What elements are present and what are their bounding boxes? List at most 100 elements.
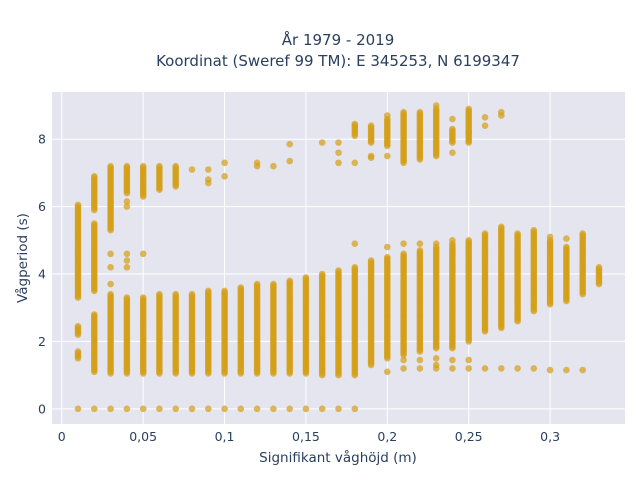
data-point	[205, 405, 212, 413]
x-tick-label: 0,05	[129, 429, 157, 444]
data-point	[384, 152, 391, 160]
data-point	[188, 405, 196, 413]
data-point	[449, 115, 456, 123]
data-point	[286, 157, 294, 165]
data-point	[432, 102, 440, 109]
data-point	[318, 270, 326, 278]
data-point	[253, 159, 261, 167]
data-point	[74, 323, 82, 330]
data-point	[123, 264, 131, 271]
data-point	[91, 311, 98, 318]
data-point	[367, 154, 375, 161]
data-point	[384, 243, 391, 251]
data-point	[221, 405, 228, 413]
data-point	[449, 356, 456, 364]
data-point	[156, 405, 163, 413]
data-point	[335, 159, 342, 167]
data-point	[74, 201, 82, 209]
data-point	[270, 405, 277, 413]
x-tick-label: 0,1	[215, 429, 235, 444]
data-point	[335, 267, 342, 274]
data-point	[156, 162, 163, 170]
data-point	[465, 129, 473, 136]
data-point	[286, 140, 294, 148]
data-point	[335, 139, 342, 146]
data-point	[416, 365, 424, 372]
data-point	[449, 237, 456, 244]
data-point	[400, 108, 407, 116]
x-tick-label: 0	[58, 429, 66, 444]
data-point	[416, 240, 424, 247]
data-point	[367, 122, 375, 129]
data-point	[514, 365, 521, 372]
data-point	[270, 162, 277, 170]
y-tick-label: 8	[38, 132, 46, 147]
data-point	[123, 198, 131, 205]
data-point	[481, 114, 489, 121]
data-point	[302, 274, 310, 281]
data-point	[107, 264, 114, 271]
data-point	[286, 405, 294, 413]
data-point	[351, 240, 359, 247]
data-point	[123, 405, 131, 413]
data-point	[172, 162, 179, 170]
chart-title-line2: Koordinat (Sweref 99 TM): E 345253, N 61…	[156, 52, 520, 70]
data-point	[156, 290, 163, 298]
data-point	[139, 250, 147, 258]
x-tick-label: 0,25	[455, 429, 483, 444]
data-point	[286, 277, 294, 285]
data-point	[237, 405, 245, 413]
data-point	[595, 264, 603, 271]
data-point	[107, 162, 114, 170]
data-point	[335, 405, 342, 413]
y-tick-label: 0	[38, 401, 46, 416]
data-points	[74, 102, 603, 413]
data-point	[318, 139, 326, 146]
x-tick-label: 0,2	[377, 429, 397, 444]
data-point	[465, 105, 473, 113]
data-point	[416, 247, 424, 254]
data-point	[465, 365, 473, 372]
data-point	[498, 365, 505, 372]
x-tick-label: 0,15	[292, 429, 320, 444]
data-point	[498, 223, 505, 231]
data-point	[579, 366, 586, 374]
data-point	[221, 173, 228, 180]
data-point	[400, 240, 407, 247]
data-point	[400, 365, 407, 372]
data-point	[205, 287, 212, 295]
data-point	[318, 405, 326, 413]
x-axis-ticks: 0 0,05 0,1 0,15 0,2 0,25 0,3	[58, 429, 560, 444]
data-point	[351, 120, 359, 128]
data-point	[530, 226, 538, 234]
data-point	[221, 159, 228, 167]
data-point	[123, 203, 131, 210]
data-point	[481, 122, 489, 129]
data-point	[498, 108, 505, 116]
data-point	[123, 162, 131, 170]
data-point	[123, 250, 131, 258]
data-point	[91, 405, 98, 413]
data-point	[514, 230, 521, 237]
data-point	[139, 294, 147, 301]
data-point	[74, 405, 82, 413]
x-axis-title: Signifikant våghöjd (m)	[259, 449, 417, 466]
data-point	[563, 366, 570, 374]
data-point	[335, 149, 342, 156]
data-point	[123, 294, 131, 301]
y-tick-label: 6	[38, 199, 46, 214]
data-point	[384, 368, 391, 376]
data-point	[188, 290, 196, 298]
data-point	[367, 257, 375, 264]
data-point	[107, 280, 114, 288]
data-point	[253, 405, 261, 413]
data-point	[384, 253, 391, 261]
data-point	[205, 176, 212, 183]
data-point	[579, 230, 586, 237]
data-point	[432, 361, 440, 369]
data-point	[449, 125, 456, 133]
data-point	[416, 108, 424, 116]
y-axis-title: Vågperiod (s)	[14, 213, 31, 303]
data-point	[302, 405, 310, 413]
